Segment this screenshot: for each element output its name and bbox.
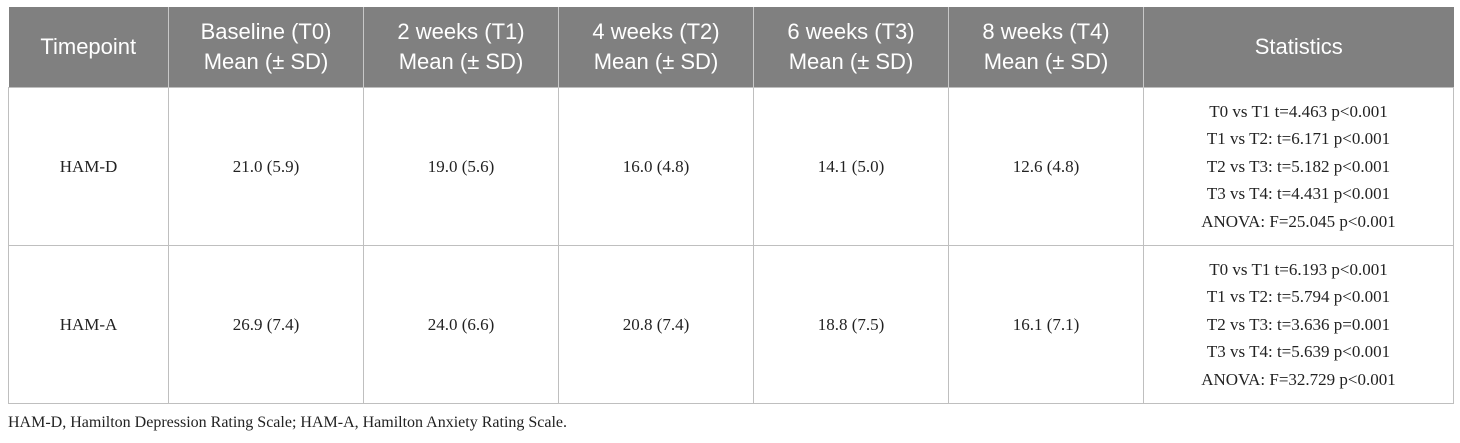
value-cell-t3: 14.1 (5.0) [753, 87, 949, 246]
value-cell-t2: 16.0 (4.8) [558, 87, 754, 246]
value-cell-t3: 18.8 (7.5) [753, 245, 949, 404]
header-4-weeks: 4 weeks (T2) Mean (± SD) [558, 7, 754, 88]
header-statistics: Statistics [1143, 7, 1454, 88]
stat-line: T1 vs T2: t=5.794 p<0.001 [1206, 287, 1391, 307]
row-label: HAM-A [8, 245, 169, 404]
value-cell-t1: 24.0 (6.6) [363, 245, 559, 404]
stat-line: ANOVA: F=25.045 p<0.001 [1201, 211, 1396, 231]
stat-line: T0 vs T1 t=4.463 p<0.001 [1209, 101, 1388, 121]
stat-line: T3 vs T4: t=5.639 p<0.001 [1206, 342, 1391, 362]
stat-line: ANOVA: F=32.729 p<0.001 [1201, 369, 1396, 389]
table-footnote: HAM-D, Hamilton Depression Rating Scale;… [8, 414, 568, 431]
stat-line: T2 vs T3: t=5.182 p<0.001 [1206, 156, 1391, 176]
value-cell-t0: 26.9 (7.4) [168, 245, 364, 404]
results-table: Timepoint Baseline (T0) Mean (± SD) 2 we… [8, 7, 1454, 404]
header-timepoint: Timepoint [8, 7, 169, 88]
header-row: Timepoint Baseline (T0) Mean (± SD) 2 we… [8, 7, 1454, 88]
value-cell-t4: 12.6 (4.8) [948, 87, 1144, 246]
header-6-weeks: 6 weeks (T3) Mean (± SD) [753, 7, 949, 88]
stat-line: T2 vs T3: t=3.636 p=0.001 [1206, 314, 1391, 334]
table-row-ham-d: HAM-D 21.0 (5.9) 19.0 (5.6) 16.0 (4.8) 1… [8, 87, 1454, 246]
row-label: HAM-D [8, 87, 169, 246]
stat-line: T0 vs T1 t=6.193 p<0.001 [1209, 259, 1388, 279]
header-baseline: Baseline (T0) Mean (± SD) [168, 7, 364, 88]
table-row-ham-a: HAM-A 26.9 (7.4) 24.0 (6.6) 20.8 (7.4) 1… [8, 245, 1454, 404]
value-cell-t0: 21.0 (5.9) [168, 87, 364, 246]
header-8-weeks: 8 weeks (T4) Mean (± SD) [948, 7, 1144, 88]
value-cell-t2: 20.8 (7.4) [558, 245, 754, 404]
statistics-cell: T0 vs T1 t=4.463 p<0.001 T1 vs T2: t=6.1… [1143, 87, 1454, 246]
header-2-weeks: 2 weeks (T1) Mean (± SD) [363, 7, 559, 88]
statistics-cell: T0 vs T1 t=6.193 p<0.001 T1 vs T2: t=5.7… [1143, 245, 1454, 404]
stat-line: T1 vs T2: t=6.171 p<0.001 [1206, 129, 1391, 149]
table-container: Timepoint Baseline (T0) Mean (± SD) 2 we… [8, 7, 1454, 404]
stat-line: T3 vs T4: t=4.431 p<0.001 [1206, 184, 1391, 204]
value-cell-t4: 16.1 (7.1) [948, 245, 1144, 404]
value-cell-t1: 19.0 (5.6) [363, 87, 559, 246]
